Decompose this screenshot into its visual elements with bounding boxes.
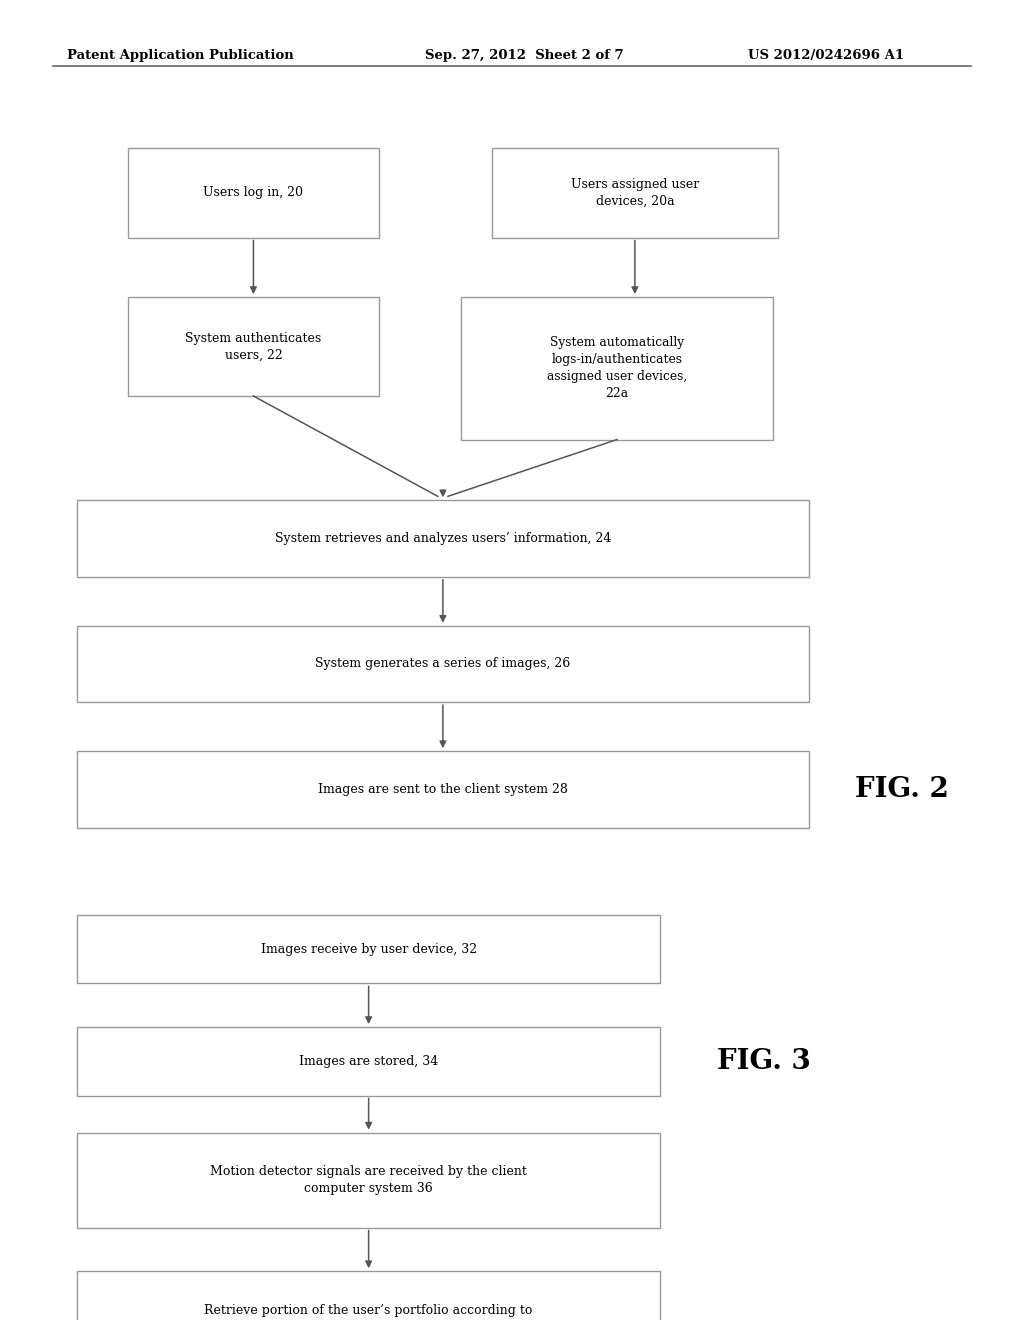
Text: Sep. 27, 2012  Sheet 2 of 7: Sep. 27, 2012 Sheet 2 of 7: [425, 49, 624, 62]
Bar: [77, 1027, 660, 1096]
Text: Images receive by user device, 32: Images receive by user device, 32: [260, 942, 477, 956]
Text: Users assigned user
devices, 20a: Users assigned user devices, 20a: [570, 178, 699, 207]
Text: FIG. 2: FIG. 2: [855, 776, 949, 803]
Text: Retrieve portion of the user’s portfolio according to
movement of the user, 38: Retrieve portion of the user’s portfolio…: [205, 1304, 532, 1320]
Text: Images are stored, 34: Images are stored, 34: [299, 1055, 438, 1068]
Bar: [77, 751, 809, 828]
Bar: [128, 148, 379, 238]
Text: Motion detector signals are received by the client
computer system 36: Motion detector signals are received by …: [210, 1166, 527, 1195]
Bar: [77, 1271, 660, 1320]
Bar: [128, 297, 379, 396]
Text: US 2012/0242696 A1: US 2012/0242696 A1: [748, 49, 903, 62]
Text: System retrieves and analyzes users’ information, 24: System retrieves and analyzes users’ inf…: [274, 532, 611, 545]
Text: System generates a series of images, 26: System generates a series of images, 26: [315, 657, 570, 671]
Text: Patent Application Publication: Patent Application Publication: [67, 49, 293, 62]
Bar: [77, 1133, 660, 1228]
Text: FIG. 3: FIG. 3: [717, 1048, 811, 1074]
Bar: [461, 297, 773, 440]
Bar: [492, 148, 778, 238]
Text: Users log in, 20: Users log in, 20: [204, 186, 303, 199]
Bar: [77, 915, 660, 983]
Text: System automatically
logs-in/authenticates
assigned user devices,
22a: System automatically logs-in/authenticat…: [547, 337, 687, 400]
Text: System authenticates
users, 22: System authenticates users, 22: [185, 331, 322, 362]
Bar: [77, 626, 809, 702]
Text: Images are sent to the client system 28: Images are sent to the client system 28: [317, 783, 568, 796]
Bar: [77, 500, 809, 577]
